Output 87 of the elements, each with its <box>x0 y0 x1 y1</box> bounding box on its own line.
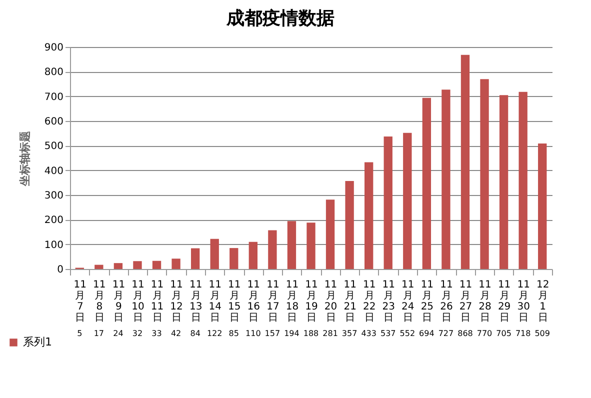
data-label: 32 <box>132 329 143 338</box>
bar <box>442 90 450 269</box>
x-tick-label: 11月12日 <box>170 280 183 324</box>
data-label: 433 <box>361 329 376 338</box>
data-label: 727 <box>438 329 454 338</box>
x-tick-label: 11月25日 <box>420 280 434 324</box>
x-tick-label: 12月1日 <box>536 280 550 324</box>
bar <box>230 248 238 269</box>
bar <box>114 263 123 269</box>
y-tick-label: 800 <box>44 67 64 78</box>
y-tick-label: 600 <box>44 116 64 128</box>
x-tick-label: 11月29日 <box>498 280 511 324</box>
data-label: 84 <box>190 329 200 338</box>
data-label: 705 <box>496 329 512 338</box>
bar <box>364 162 374 269</box>
y-tick-label: 100 <box>44 240 64 251</box>
chart-title: 成都疫情数据 <box>225 8 334 29</box>
data-label: 33 <box>152 329 162 338</box>
x-tick-label: 11月17日 <box>266 280 280 324</box>
bar <box>152 260 162 269</box>
data-label: 24 <box>113 329 124 338</box>
bar <box>384 136 392 269</box>
bar <box>210 238 219 269</box>
data-label: 17 <box>94 329 104 338</box>
data-label: 718 <box>515 329 531 338</box>
x-tick-label: 11月27日 <box>459 280 472 324</box>
x-tick-label: 11月13日 <box>189 280 202 324</box>
x-tick-label: 11月16日 <box>247 280 260 324</box>
bar <box>460 54 470 269</box>
data-label: 188 <box>303 329 319 338</box>
y-tick-label: 200 <box>44 215 64 226</box>
bar <box>268 230 277 269</box>
data-label: 5 <box>77 329 82 338</box>
data-label: 694 <box>419 329 434 338</box>
y-tick-label: 400 <box>44 166 64 177</box>
y-tick-label: 300 <box>44 190 64 202</box>
bar <box>248 242 258 269</box>
data-label: 42 <box>170 329 182 338</box>
y-tick-label: 900 <box>44 42 64 54</box>
x-tick-label: 11月11日 <box>150 280 164 324</box>
bar <box>538 143 547 269</box>
x-tick-label: 11月15日 <box>228 280 241 324</box>
bar <box>306 222 316 269</box>
data-label: 537 <box>380 329 396 338</box>
x-tick-label: 11月14日 <box>208 280 222 324</box>
data-label: 122 <box>206 329 222 338</box>
data-label: 85 <box>228 329 239 338</box>
x-tick-label: 11月26日 <box>440 280 453 324</box>
legend-label: 系列1 <box>23 336 52 348</box>
bar <box>403 132 412 269</box>
x-tick-label: 11月20日 <box>324 280 338 324</box>
x-tick-label: 11月8日 <box>93 280 106 324</box>
data-label: 194 <box>284 329 300 338</box>
y-tick-label: 500 <box>44 141 64 152</box>
x-tick-label: 11月21日 <box>344 280 356 324</box>
data-label: 552 <box>400 329 416 338</box>
y-tick-label: 700 <box>44 92 64 103</box>
x-tick-label: 11月28日 <box>478 280 492 324</box>
x-tick-label: 11月9日 <box>112 280 126 324</box>
bar <box>326 200 335 269</box>
x-tick-label: 11月24日 <box>402 280 414 324</box>
y-tick-label: 0 <box>57 264 64 276</box>
bar <box>190 248 200 269</box>
data-label: 357 <box>342 329 358 338</box>
bar <box>480 79 489 269</box>
x-tick-label: 11月10日 <box>132 280 144 324</box>
x-tick-label: 11月7日 <box>74 280 87 324</box>
bar <box>133 261 142 269</box>
bar <box>172 258 180 269</box>
bar <box>287 221 296 269</box>
x-tick-label: 11月22日 <box>362 280 376 324</box>
x-tick-label: 11月30日 <box>517 280 530 324</box>
data-label: 868 <box>458 329 473 338</box>
data-label: 770 <box>476 329 492 338</box>
y-axis-title: 坐标轴标题 <box>18 131 32 187</box>
x-tick-label: 11月18日 <box>286 280 299 324</box>
data-label: 110 <box>246 329 261 338</box>
bar <box>499 95 508 269</box>
data-label: 281 <box>322 329 338 338</box>
data-label: 157 <box>264 329 280 338</box>
bar <box>94 264 104 269</box>
bar <box>345 180 354 269</box>
x-tick-label: 11月19日 <box>305 280 318 324</box>
bar <box>518 92 528 269</box>
bar <box>422 98 432 269</box>
data-label: 509 <box>534 329 550 338</box>
x-tick-label: 11月23日 <box>382 280 395 324</box>
